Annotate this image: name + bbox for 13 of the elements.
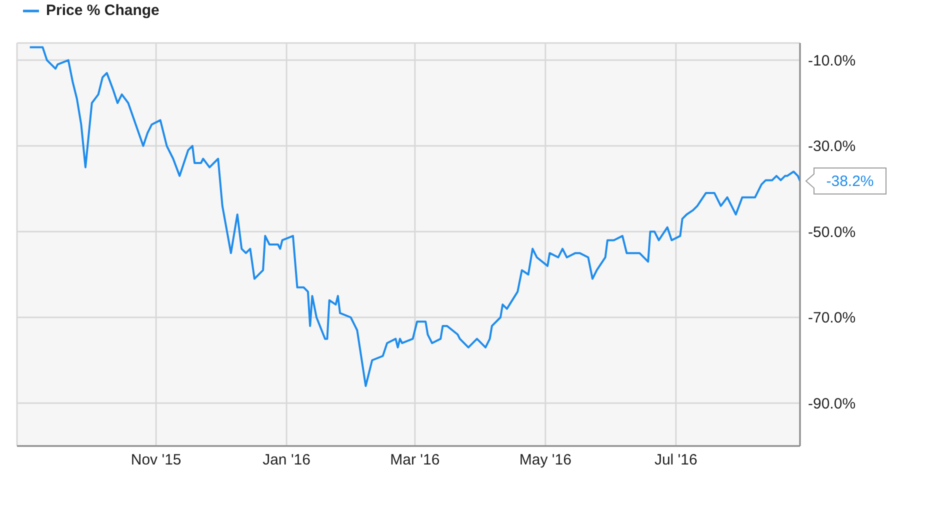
y-tick-label: -50.0% [808, 224, 856, 241]
x-tick-label: Jan '16 [262, 452, 311, 469]
x-tick-label: May '16 [519, 452, 572, 469]
y-tick-label: -90.0% [808, 395, 856, 412]
line-series [28, 46, 800, 387]
y-tick-label: -70.0% [808, 310, 856, 327]
x-tick-label: Jul '16 [654, 452, 698, 469]
legend-label: Price % Change [45, 2, 160, 19]
x-tick-label: Mar '16 [390, 452, 440, 469]
y-tick-label: -30.0% [808, 138, 856, 156]
y-tick-label: -10.0% [808, 52, 856, 70]
data-label: -38.2% [826, 173, 874, 190]
x-tick-label: Nov '15 [130, 452, 182, 469]
